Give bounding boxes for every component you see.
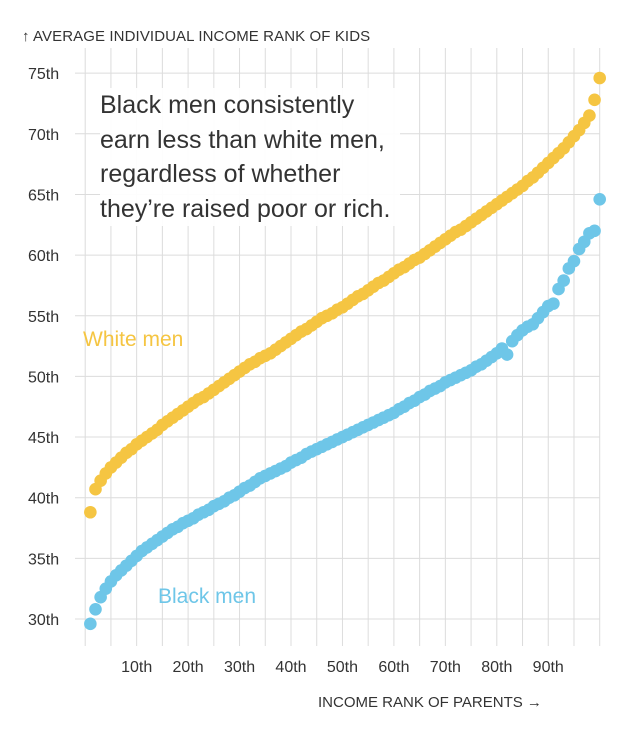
y-tick-label: 55th — [28, 309, 59, 326]
data-point-black-men — [557, 274, 570, 287]
y-tick-label: 40th — [28, 491, 59, 508]
x-tick-label: 60th — [378, 659, 409, 676]
data-point-white-men — [593, 71, 606, 85]
data-point-black-men — [567, 254, 581, 268]
data-point-black-men — [89, 602, 102, 616]
x-tick-label: 70th — [430, 659, 461, 676]
data-point-white-men — [583, 109, 596, 122]
data-point-black-men — [593, 193, 606, 206]
data-point-black-men — [547, 297, 560, 310]
y-axis-label: ↑ AVERAGE INDIVIDUAL INCOME RANK OF KIDS — [22, 28, 371, 45]
x-axis-label: INCOME RANK OF PARENTS → — [318, 694, 542, 711]
y-tick-label: 35th — [28, 551, 59, 568]
x-tick-label: 90th — [533, 659, 564, 676]
series-label-black-men: Black men — [158, 585, 257, 608]
y-tick-label: 50th — [28, 369, 59, 386]
y-tick-label: 45th — [28, 430, 59, 447]
y-tick-label: 30th — [28, 612, 59, 629]
y-tick-label: 65th — [28, 187, 59, 204]
data-point-black-men — [588, 224, 601, 238]
y-tick-label: 70th — [28, 127, 59, 144]
data-point-black-men — [84, 617, 97, 631]
series-label-white-men: White men — [83, 328, 184, 351]
y-tick-label: 60th — [28, 248, 59, 265]
x-tick-label: 20th — [173, 659, 204, 676]
x-tick-label: 50th — [327, 659, 358, 676]
y-tick-label: 75th — [28, 66, 59, 83]
x-tick-label: 10th — [121, 659, 152, 676]
x-tick-label: 80th — [481, 659, 512, 676]
data-point-white-men — [588, 93, 601, 107]
data-point-black-men — [500, 348, 514, 361]
x-tick-label: 40th — [275, 659, 306, 676]
x-tick-label: 30th — [224, 659, 255, 676]
chart-annotation: Black men consistently earn less than wh… — [100, 88, 400, 226]
data-point-white-men — [84, 505, 97, 519]
